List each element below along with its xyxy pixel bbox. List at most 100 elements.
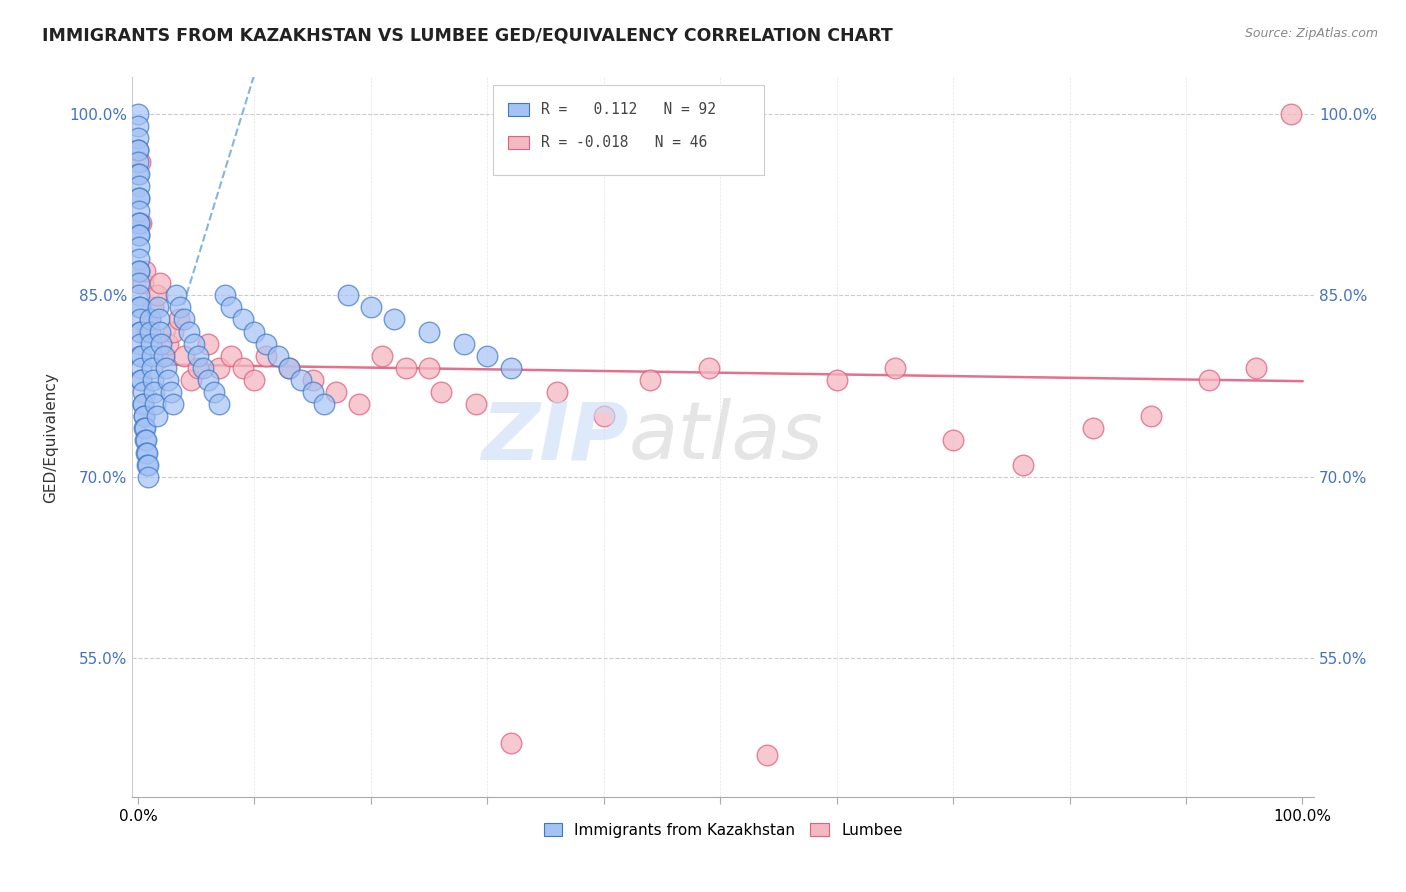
Point	[128, 264, 150, 278]
FancyBboxPatch shape	[508, 136, 529, 149]
Point	[127, 143, 149, 157]
Point	[546, 385, 568, 400]
Point	[159, 385, 181, 400]
Point	[141, 360, 163, 375]
Point	[131, 373, 153, 387]
Point	[1012, 458, 1035, 472]
Point	[136, 458, 159, 472]
Point	[314, 397, 336, 411]
Point	[219, 349, 242, 363]
Point	[155, 360, 177, 375]
Point	[243, 325, 266, 339]
Point	[278, 360, 301, 375]
Point	[127, 119, 149, 133]
Point	[128, 216, 150, 230]
Point	[464, 397, 486, 411]
Point	[197, 336, 219, 351]
Point	[1140, 409, 1163, 424]
Point	[477, 349, 499, 363]
Point	[146, 301, 169, 315]
Point	[134, 434, 156, 448]
Point	[208, 397, 231, 411]
Point	[942, 434, 965, 448]
Point	[128, 179, 150, 194]
Point	[138, 312, 160, 326]
Point	[418, 360, 440, 375]
Point	[128, 203, 150, 218]
Point	[180, 373, 202, 387]
Point	[395, 360, 418, 375]
Point	[128, 240, 150, 254]
Point	[127, 131, 149, 145]
Point	[347, 397, 370, 411]
Text: atlas: atlas	[628, 399, 824, 476]
Point	[150, 336, 173, 351]
Point	[127, 143, 149, 157]
Point	[128, 167, 150, 181]
Point	[191, 360, 214, 375]
Point	[149, 276, 172, 290]
Point	[592, 409, 614, 424]
Point	[128, 216, 150, 230]
Point	[640, 373, 662, 387]
Point	[132, 409, 155, 424]
Point	[134, 421, 156, 435]
Point	[202, 385, 225, 400]
Point	[131, 397, 153, 411]
Point	[755, 748, 778, 763]
Point	[145, 409, 167, 424]
Point	[128, 301, 150, 315]
Point	[173, 349, 195, 363]
Point	[131, 216, 153, 230]
Point	[138, 312, 160, 326]
Point	[131, 349, 153, 363]
Point	[128, 191, 150, 205]
Point	[128, 288, 150, 302]
Point	[1279, 107, 1302, 121]
Point	[1081, 421, 1104, 435]
Point	[254, 349, 277, 363]
Point	[1198, 373, 1220, 387]
Text: Source: ZipAtlas.com: Source: ZipAtlas.com	[1244, 27, 1378, 40]
Point	[136, 445, 159, 459]
Point	[325, 385, 347, 400]
Point	[139, 336, 162, 351]
Point	[131, 360, 153, 375]
Point	[129, 155, 152, 169]
Point	[157, 373, 180, 387]
Point	[145, 397, 167, 411]
Point	[132, 421, 155, 435]
Point	[142, 373, 165, 387]
Point	[145, 288, 167, 302]
Point	[266, 349, 288, 363]
Point	[143, 385, 166, 400]
Point	[141, 349, 163, 363]
Point	[301, 385, 323, 400]
Point	[214, 288, 236, 302]
Point	[142, 301, 165, 315]
Point	[453, 336, 475, 351]
Point	[162, 325, 184, 339]
Point	[173, 312, 195, 326]
Point	[138, 325, 160, 339]
Point	[360, 301, 382, 315]
Point	[128, 227, 150, 242]
Point	[148, 312, 170, 326]
Point	[429, 385, 451, 400]
Point	[278, 360, 301, 375]
Text: ZIP: ZIP	[481, 399, 628, 476]
Point	[128, 191, 150, 205]
Point	[128, 264, 150, 278]
Point	[179, 325, 201, 339]
Point	[149, 325, 172, 339]
Point	[290, 373, 312, 387]
Point	[152, 349, 174, 363]
Point	[136, 325, 159, 339]
Point	[129, 312, 152, 326]
Point	[127, 107, 149, 121]
Point	[129, 349, 152, 363]
Point	[219, 301, 242, 315]
Point	[129, 325, 152, 339]
Point	[134, 264, 156, 278]
FancyBboxPatch shape	[508, 103, 529, 116]
